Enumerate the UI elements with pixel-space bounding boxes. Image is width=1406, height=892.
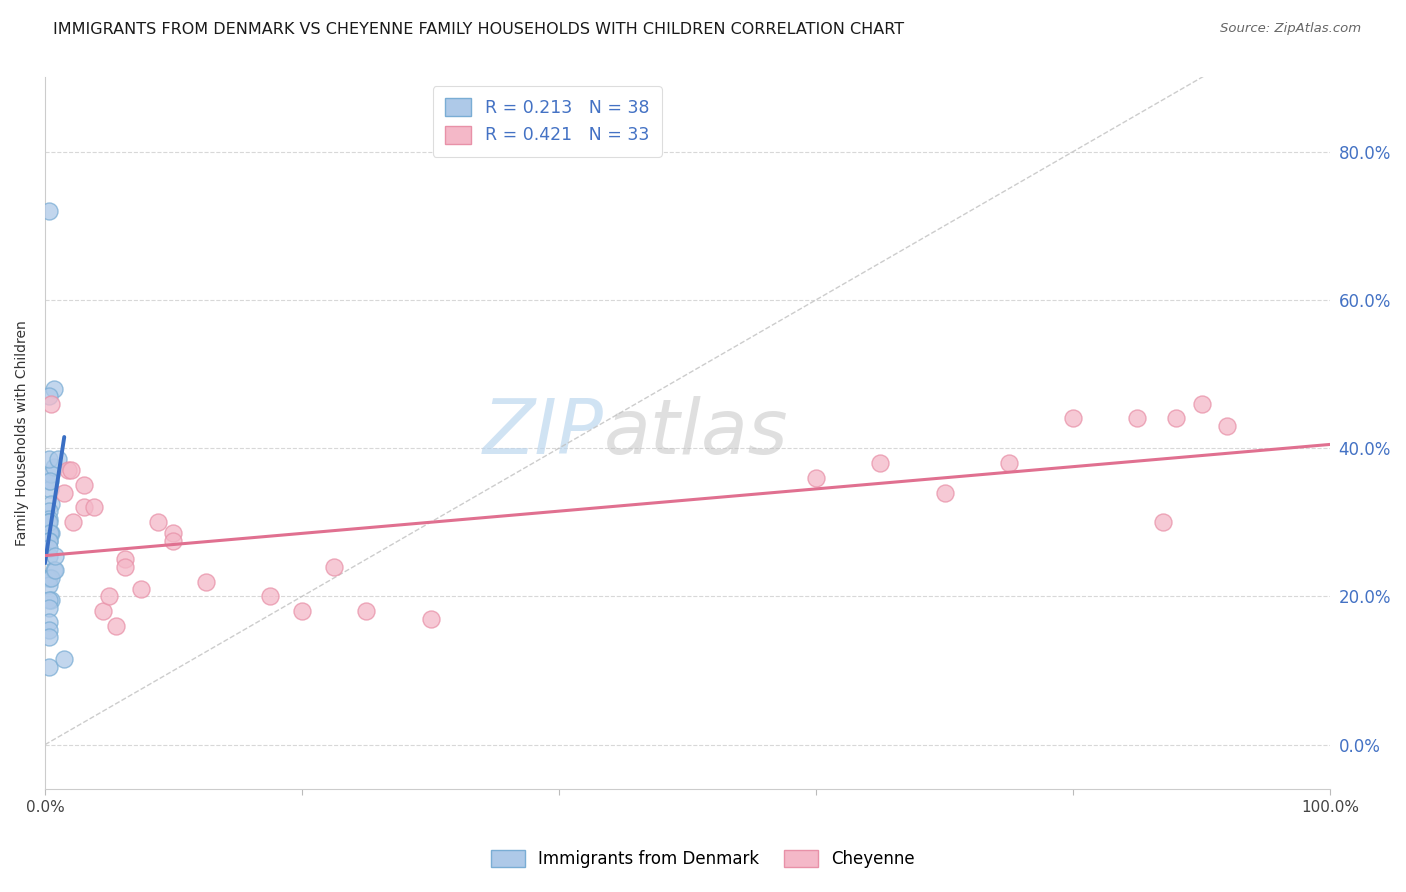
- Point: [162, 526, 184, 541]
- Point: [356, 604, 378, 618]
- Point: [162, 533, 184, 548]
- Text: atlas: atlas: [605, 396, 789, 470]
- Point: [804, 471, 827, 485]
- Point: [194, 574, 217, 589]
- Point: [59, 463, 82, 477]
- Y-axis label: Family Households with Children: Family Households with Children: [15, 320, 30, 546]
- Point: [41, 593, 63, 607]
- Point: [39, 475, 62, 489]
- Point: [38, 578, 60, 592]
- Point: [39, 526, 62, 541]
- Point: [42, 382, 65, 396]
- Point: [38, 623, 60, 637]
- Point: [83, 500, 105, 515]
- Point: [291, 604, 314, 618]
- Point: [131, 582, 153, 596]
- Point: [72, 478, 94, 492]
- Point: [46, 452, 69, 467]
- Point: [1062, 411, 1084, 425]
- Point: [259, 590, 281, 604]
- Point: [91, 604, 114, 618]
- Point: [146, 515, 169, 529]
- Point: [42, 564, 65, 578]
- Point: [38, 389, 60, 403]
- Point: [37, 571, 59, 585]
- Text: Source: ZipAtlas.com: Source: ZipAtlas.com: [1220, 22, 1361, 36]
- Point: [53, 485, 76, 500]
- Point: [38, 660, 60, 674]
- Point: [38, 475, 60, 489]
- Text: ZIP: ZIP: [484, 396, 605, 470]
- Point: [38, 630, 60, 644]
- Point: [1126, 411, 1149, 425]
- Point: [38, 533, 60, 548]
- Point: [72, 500, 94, 515]
- Point: [41, 467, 63, 481]
- Point: [419, 612, 441, 626]
- Point: [114, 559, 136, 574]
- Point: [98, 590, 121, 604]
- Point: [38, 504, 60, 518]
- Point: [37, 515, 59, 529]
- Point: [38, 541, 60, 556]
- Point: [44, 564, 66, 578]
- Point: [38, 615, 60, 630]
- Point: [38, 526, 60, 541]
- Point: [38, 593, 60, 607]
- Point: [53, 652, 76, 666]
- Legend: R = 0.213   N = 38, R = 0.421   N = 33: R = 0.213 N = 38, R = 0.421 N = 33: [433, 87, 661, 157]
- Point: [38, 549, 60, 563]
- Point: [323, 559, 346, 574]
- Point: [934, 485, 956, 500]
- Point: [62, 515, 84, 529]
- Point: [104, 619, 127, 633]
- Point: [38, 452, 60, 467]
- Point: [38, 533, 60, 548]
- Point: [56, 463, 79, 477]
- Point: [42, 459, 65, 474]
- Point: [41, 397, 63, 411]
- Point: [41, 526, 63, 541]
- Point: [38, 511, 60, 525]
- Point: [38, 600, 60, 615]
- Point: [1216, 418, 1239, 433]
- Text: IMMIGRANTS FROM DENMARK VS CHEYENNE FAMILY HOUSEHOLDS WITH CHILDREN CORRELATION : IMMIGRANTS FROM DENMARK VS CHEYENNE FAMI…: [53, 22, 904, 37]
- Point: [1191, 397, 1213, 411]
- Point: [998, 456, 1021, 470]
- Point: [1152, 515, 1174, 529]
- Point: [41, 497, 63, 511]
- Point: [38, 203, 60, 218]
- Point: [38, 571, 60, 585]
- Point: [1164, 411, 1187, 425]
- Point: [869, 456, 891, 470]
- Point: [41, 571, 63, 585]
- Point: [38, 515, 60, 529]
- Point: [44, 549, 66, 563]
- Legend: Immigrants from Denmark, Cheyenne: Immigrants from Denmark, Cheyenne: [485, 843, 921, 875]
- Point: [37, 515, 59, 529]
- Point: [114, 552, 136, 566]
- Point: [39, 482, 62, 496]
